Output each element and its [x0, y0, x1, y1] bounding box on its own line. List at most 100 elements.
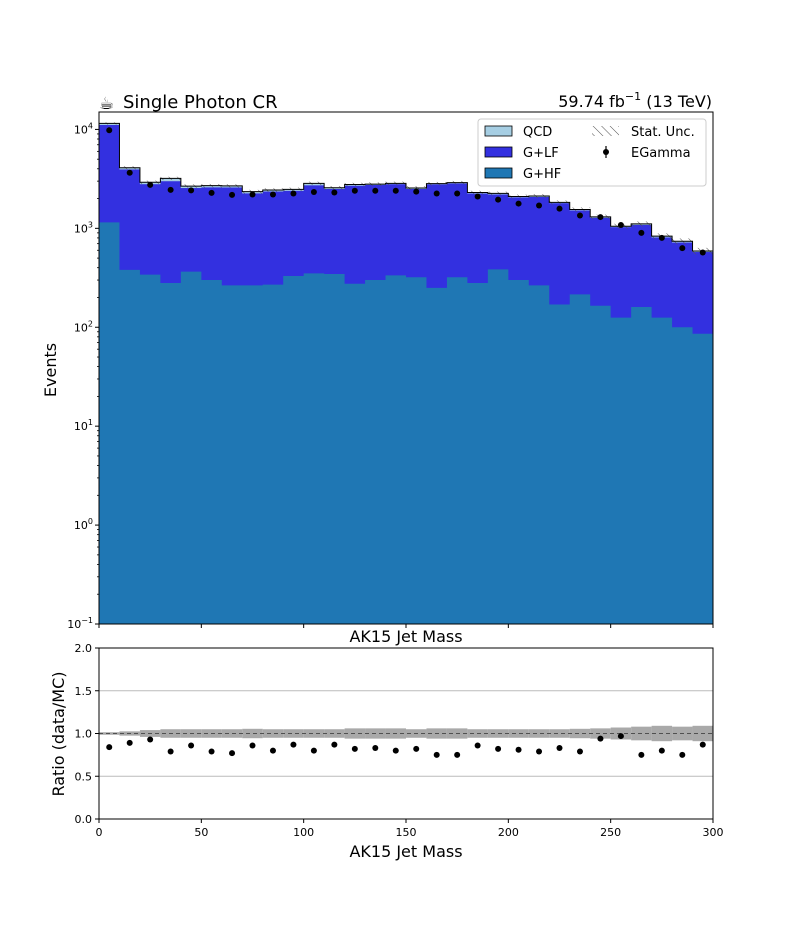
ratio-axes: 0.0 0.5 1.0 1.5 2.0 0 50 100 150 200 250 300	[75, 642, 724, 839]
ratio-point	[617, 733, 624, 740]
egamma-data-point	[556, 205, 563, 212]
ratio-unc-band	[508, 729, 529, 738]
ratio-unc-band	[303, 729, 325, 738]
ratio-point	[433, 751, 440, 758]
ratio-y-tick-label: 1.5	[75, 685, 93, 698]
ratio-point	[576, 748, 583, 755]
ratio-unc-band	[590, 728, 611, 739]
egamma-data-point	[229, 191, 236, 198]
ratio-unc-band	[528, 729, 550, 738]
ratio-x-label: AK15 Jet Mass	[349, 842, 462, 861]
egamma-data-point	[372, 187, 379, 194]
egamma-data-point	[454, 190, 461, 197]
legend-label-egamma: EGamma	[631, 146, 691, 161]
ratio-unc-band	[549, 729, 570, 738]
ratio-point	[331, 741, 338, 748]
ratio-point	[474, 742, 481, 749]
egamma-data-point	[392, 187, 399, 194]
egamma-data-point	[331, 189, 338, 196]
legend-label-qcd: QCD	[523, 125, 552, 140]
ratio-point	[638, 751, 645, 758]
main-y-tick-label: 100	[74, 517, 93, 532]
egamma-data-point	[536, 202, 543, 209]
egamma-data-point	[126, 169, 133, 176]
egamma-data-point	[413, 188, 420, 195]
egamma-data-point	[515, 200, 522, 207]
ratio-point	[699, 741, 706, 748]
legend-marker-egamma	[603, 146, 609, 158]
egamma-data-point	[617, 222, 624, 229]
legend-swatch-ghf	[484, 167, 513, 179]
ratio-point	[679, 751, 686, 758]
egamma-data-point	[679, 245, 686, 252]
ratio-y-tick-label: 2.0	[75, 642, 93, 655]
ratio-point	[126, 739, 133, 746]
ratio-point	[515, 746, 522, 753]
ratio-point	[536, 748, 543, 755]
egamma-data-point	[474, 193, 481, 200]
main-plot-area	[99, 122, 713, 624]
lumi-label: 59.74 fb−1 (13 TeV)	[558, 90, 712, 111]
main-y-tick-label: 10−1	[67, 616, 93, 631]
ratio-plot-area	[99, 690, 713, 777]
legend-swatch-glf	[484, 146, 513, 158]
ratio-point	[269, 747, 276, 754]
legend-label-ghf: G+HF	[523, 167, 561, 182]
ratio-y-tick-label: 1.0	[75, 728, 93, 741]
ratio-x-tick-label: 250	[600, 826, 621, 839]
ratio-x-tick-label: 100	[293, 826, 314, 839]
ratio-point	[249, 742, 256, 749]
egamma-data-point	[597, 214, 604, 221]
ratio-point	[658, 747, 665, 754]
egamma-data-point	[208, 189, 215, 196]
main-y-tick-label: 104	[74, 121, 93, 136]
egamma-data-point	[576, 212, 583, 219]
ratio-point	[495, 745, 502, 752]
main-x-label: AK15 Jet Mass	[349, 627, 462, 646]
egamma-data-point	[147, 181, 154, 188]
main-y-label: Events	[41, 343, 60, 397]
ratio-unc-band	[324, 729, 345, 738]
ratio-point	[106, 744, 113, 751]
ratio-unc-band	[262, 729, 284, 738]
egamma-data-point	[249, 191, 256, 198]
ratio-x-tick-label: 150	[396, 826, 417, 839]
egamma-data-point	[351, 187, 358, 194]
egamma-data-point	[658, 234, 665, 241]
main-axes: 10−1 100 101 102 103 104	[67, 121, 714, 631]
ratio-point	[290, 741, 297, 748]
ratio-y-tick-label: 0.5	[75, 770, 93, 783]
ratio-point	[454, 751, 461, 758]
ratio-y-label: Ratio (data/MC)	[49, 671, 68, 796]
ratio-point	[597, 735, 604, 742]
total-mc-outline	[99, 122, 713, 624]
ratio-unc-band	[242, 728, 263, 739]
egamma-data-point	[495, 196, 502, 203]
stack-area-g-hf	[99, 222, 713, 624]
ratio-x-tick-label: 50	[194, 826, 208, 839]
ratio-unc-band	[569, 728, 591, 739]
ratio-y-tick-label: 0.0	[75, 813, 93, 826]
egamma-data-point	[310, 188, 317, 195]
egamma-data-point	[188, 187, 195, 194]
ratio-point	[392, 747, 399, 754]
main-y-tick-label: 103	[74, 220, 93, 235]
main-y-tick-label: 101	[74, 418, 93, 433]
legend-swatch-stat-unc	[592, 126, 619, 136]
egamma-data-point	[433, 190, 440, 197]
egamma-data-point	[699, 249, 706, 256]
legend: QCD G+LF G+HF Stat. Unc. EGamma	[477, 118, 707, 187]
main-y-tick-label: 102	[74, 319, 93, 334]
ratio-point	[310, 747, 317, 754]
ratio-x-tick-label: 300	[703, 826, 724, 839]
egamma-data-point	[290, 190, 297, 197]
ratio-x-tick-label: 200	[498, 826, 519, 839]
ratio-point	[372, 745, 379, 752]
coffee-icon: ☕	[99, 94, 114, 114]
ratio-point	[167, 748, 174, 755]
legend-label-glf: G+LF	[523, 146, 559, 161]
legend-label-stat-unc: Stat. Unc.	[631, 125, 695, 140]
ratio-point	[188, 742, 195, 749]
egamma-data-point	[638, 229, 645, 236]
egamma-data-point	[167, 186, 174, 193]
